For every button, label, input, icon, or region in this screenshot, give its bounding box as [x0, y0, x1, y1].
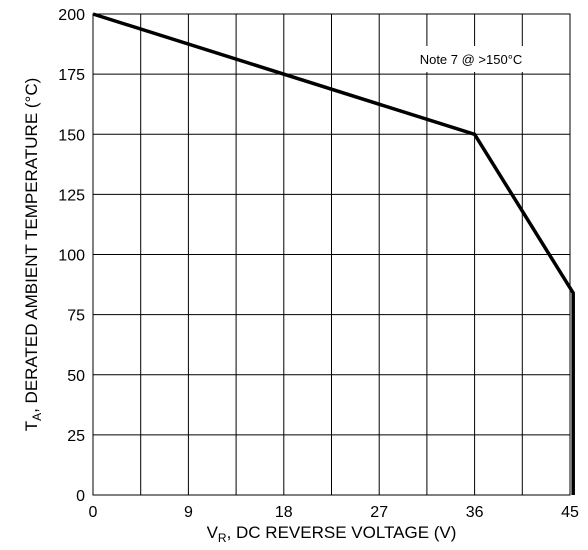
y-axis-title-main: T — [22, 421, 41, 431]
y-axis-title-sub: A — [30, 413, 44, 421]
x-axis-title-sub: R — [218, 531, 227, 545]
x-tick-label: 18 — [275, 504, 293, 521]
x-axis-title: VR, DC REVERSE VOLTAGE (V) — [207, 523, 457, 545]
x-tick-label: 36 — [466, 504, 484, 521]
y-tick-label: 200 — [58, 7, 85, 24]
y-tick-label: 25 — [67, 428, 85, 445]
y-tick-label: 50 — [67, 368, 85, 385]
x-tick-label: 9 — [184, 504, 193, 521]
series-line — [92, 12, 575, 495]
y-tick-label: 75 — [67, 308, 85, 325]
y-tick-label: 175 — [58, 67, 85, 84]
annotation-box — [396, 46, 546, 72]
y-tick-label: 100 — [58, 248, 85, 265]
grid-lines — [93, 14, 570, 495]
x-axis-ticks: 0 9 18 27 36 45 — [89, 504, 579, 521]
plot-frame — [92, 13, 571, 496]
y-tick-label: 150 — [58, 127, 85, 144]
y-axis-title: TA, DERATED AMBIENT TEMPERATURE (°C) — [22, 78, 44, 432]
y-axis-ticks: 0 25 50 75 100 125 150 175 200 — [58, 7, 85, 505]
series-group — [92, 12, 575, 495]
x-tick-label: 0 — [89, 504, 98, 521]
x-tick-label: 45 — [561, 504, 579, 521]
annotation-text: Note 7 @ >150°C — [420, 52, 523, 67]
y-tick-label: 125 — [58, 187, 85, 204]
x-axis-title-main: V — [207, 523, 219, 542]
x-axis-title-rest: , DC REVERSE VOLTAGE (V) — [227, 523, 457, 542]
x-tick-label: 27 — [370, 504, 388, 521]
y-axis-title-rest: , DERATED AMBIENT TEMPERATURE (°C) — [22, 78, 41, 413]
y-tick-label: 0 — [76, 488, 85, 505]
